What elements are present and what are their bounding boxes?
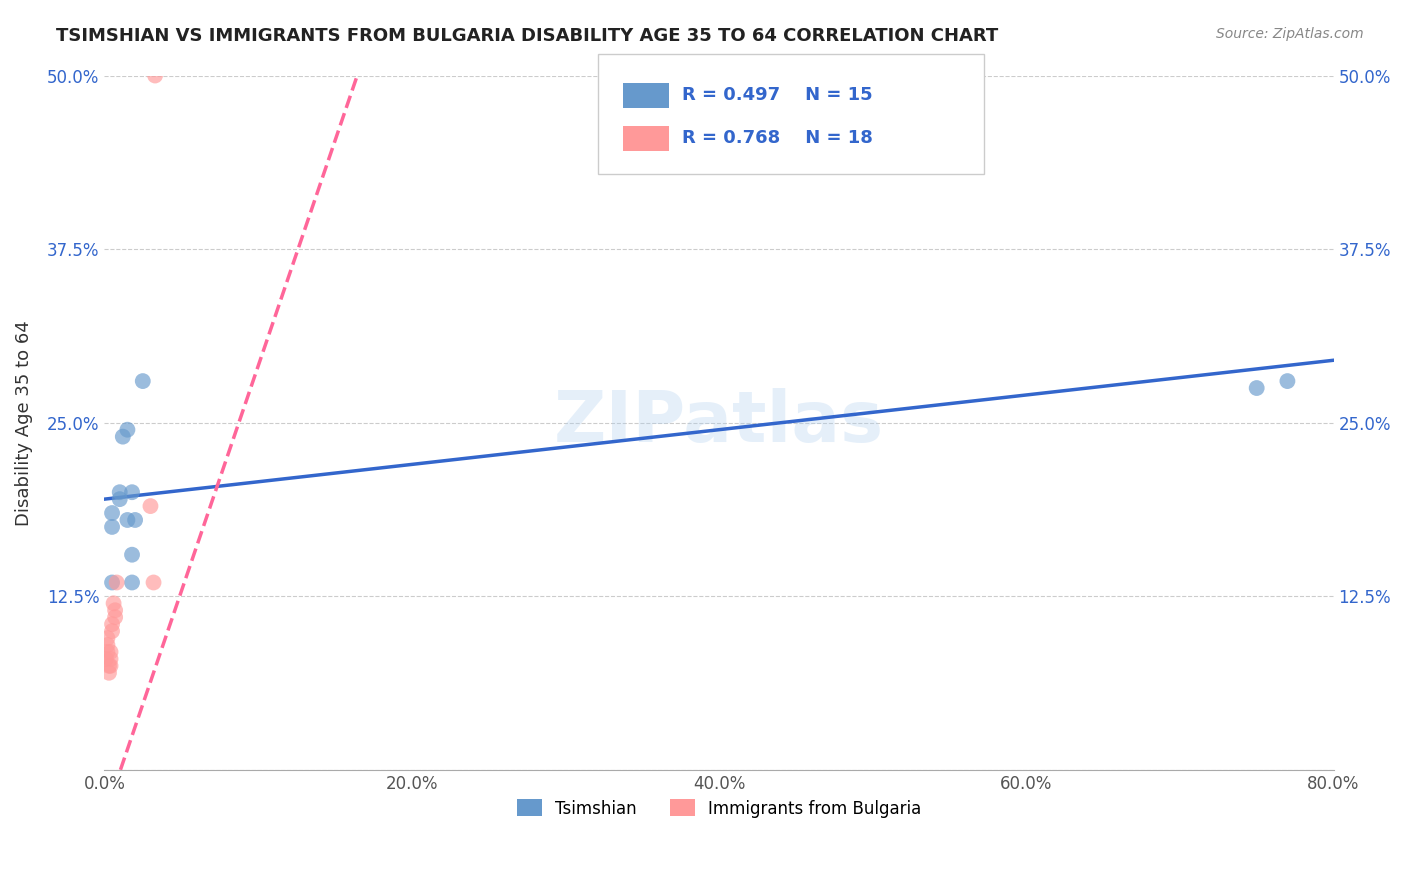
Point: [101, 617, 124, 632]
Point: [143, 69, 166, 83]
Point: [104, 610, 127, 624]
Point: [121, 485, 143, 500]
Point: [104, 603, 127, 617]
Point: [98, 658, 121, 673]
Point: [96, 645, 118, 659]
Point: [101, 506, 124, 520]
Text: R = 0.768    N = 18: R = 0.768 N = 18: [682, 129, 873, 147]
Text: Source: ZipAtlas.com: Source: ZipAtlas.com: [1216, 27, 1364, 41]
Point: [1246, 381, 1268, 395]
Point: [100, 652, 122, 666]
Point: [1277, 374, 1299, 388]
Point: [108, 485, 131, 500]
Point: [121, 575, 143, 590]
Point: [101, 624, 124, 639]
Point: [103, 596, 125, 610]
Point: [101, 520, 124, 534]
Point: [139, 499, 162, 513]
Point: [105, 575, 128, 590]
Point: [132, 374, 155, 388]
Point: [117, 513, 139, 527]
Point: [96, 631, 118, 645]
Text: ZIPatlas: ZIPatlas: [554, 388, 884, 458]
Point: [124, 513, 146, 527]
Point: [98, 665, 121, 680]
Point: [100, 658, 122, 673]
Point: [101, 575, 124, 590]
Point: [100, 645, 122, 659]
Point: [111, 430, 134, 444]
Y-axis label: Disability Age 35 to 64: Disability Age 35 to 64: [15, 320, 32, 525]
Point: [94, 652, 117, 666]
Text: R = 0.497    N = 15: R = 0.497 N = 15: [682, 87, 873, 104]
Point: [108, 492, 131, 507]
Point: [121, 548, 143, 562]
Point: [117, 423, 139, 437]
Point: [142, 575, 165, 590]
Text: TSIMSHIAN VS IMMIGRANTS FROM BULGARIA DISABILITY AGE 35 TO 64 CORRELATION CHART: TSIMSHIAN VS IMMIGRANTS FROM BULGARIA DI…: [56, 27, 998, 45]
Point: [96, 638, 118, 652]
Legend: Tsimshian, Immigrants from Bulgaria: Tsimshian, Immigrants from Bulgaria: [510, 793, 928, 824]
